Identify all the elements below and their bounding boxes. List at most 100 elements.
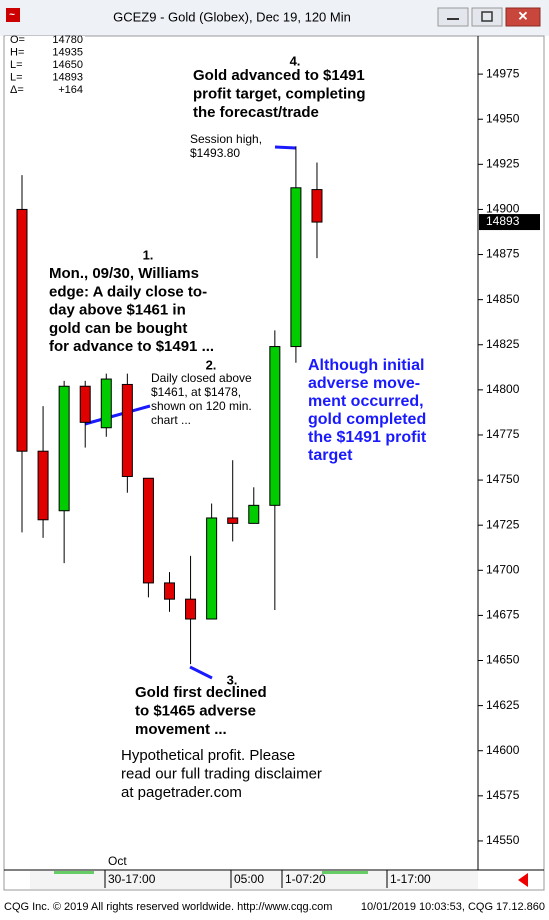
candle-body bbox=[206, 517, 218, 620]
minimize-button[interactable] bbox=[437, 7, 469, 27]
y-tick-label: 14725 bbox=[486, 517, 520, 531]
annotation-pointer bbox=[84, 404, 151, 426]
annotation-text: target bbox=[308, 447, 353, 464]
y-tick-label: 14875 bbox=[486, 247, 520, 261]
candle-body bbox=[163, 582, 175, 600]
annotation-text: day above $1461 in bbox=[49, 302, 186, 319]
ohlc-value: 14935 bbox=[52, 46, 83, 58]
candle-body bbox=[227, 517, 239, 524]
candle-body bbox=[16, 208, 28, 452]
ohlc-value: 14893 bbox=[52, 71, 83, 83]
y-tick-label: 14950 bbox=[486, 111, 520, 125]
ohlc-label: Δ= bbox=[10, 84, 24, 96]
last-price-box bbox=[479, 214, 540, 231]
y-tick-label: 14675 bbox=[486, 608, 520, 622]
scroll-marker bbox=[54, 871, 94, 874]
y-tick-label: 14900 bbox=[486, 202, 520, 216]
annotation-text: Mon., 09/30, Williams bbox=[49, 265, 199, 282]
ohlc-label: H= bbox=[10, 46, 24, 58]
y-tick-label: 14575 bbox=[486, 788, 520, 802]
close-button[interactable] bbox=[505, 7, 541, 27]
ohlc-label: L= bbox=[10, 59, 23, 71]
candle-body bbox=[37, 450, 49, 521]
annotation-text: at pagetrader.com bbox=[121, 784, 242, 801]
candle-body bbox=[58, 385, 70, 512]
annotation-text: $1493.80 bbox=[190, 146, 240, 160]
ohlc-label: O= bbox=[10, 34, 25, 46]
window-title: GCEZ9 - Gold (Globex), Dec 19, 120 Min bbox=[113, 9, 351, 24]
candle-body bbox=[100, 378, 112, 429]
candle-body bbox=[185, 598, 197, 620]
candle-body bbox=[79, 385, 91, 423]
ohlc-value: 14650 bbox=[52, 59, 83, 71]
x-tick-label: 1-07:20 bbox=[285, 872, 326, 886]
scroll-arrow[interactable] bbox=[518, 873, 528, 887]
y-tick-label: 14850 bbox=[486, 292, 520, 306]
y-tick-label: 14700 bbox=[486, 562, 520, 576]
annotation-text: Gold first declined bbox=[135, 684, 267, 701]
x-tick-label: 05:00 bbox=[234, 872, 264, 886]
maximize-glyph bbox=[481, 11, 493, 22]
annotation-text: the $1491 profit bbox=[308, 429, 427, 446]
ohlc-value: +164 bbox=[58, 84, 83, 96]
footer-left: CQG Inc. © 2019 All rights reserved worl… bbox=[4, 901, 332, 913]
maximize-button[interactable] bbox=[471, 7, 503, 27]
annotation-text: to $1465 adverse bbox=[135, 702, 256, 719]
y-tick-label: 14650 bbox=[486, 653, 520, 667]
scrollbar[interactable] bbox=[30, 871, 478, 889]
candle-body bbox=[121, 383, 133, 477]
y-tick-label: 14600 bbox=[486, 743, 520, 757]
footer-right: 10/01/2019 10:03:53, CQG 17.12.860 bbox=[361, 901, 545, 913]
annotation-pointer bbox=[274, 145, 297, 150]
annotation-text: Daily closed above bbox=[151, 371, 252, 385]
y-tick-label: 14625 bbox=[486, 698, 520, 712]
annotation-text: gold can be bought bbox=[49, 320, 187, 337]
annotation-text: read our full trading disclaimer bbox=[121, 765, 322, 782]
annotation-text: the forecast/trade bbox=[193, 104, 319, 121]
annotation-text: Although initial bbox=[308, 357, 424, 374]
annotation-text: movement ... bbox=[135, 721, 227, 738]
y-tick-label: 14975 bbox=[486, 66, 520, 80]
y-tick-label: 14750 bbox=[486, 472, 520, 486]
y-tick-label: 14550 bbox=[486, 833, 520, 847]
annotation-text: ment occurred, bbox=[308, 393, 424, 410]
ohlc-label: L= bbox=[10, 71, 23, 83]
x-tick-label: 1-17:00 bbox=[390, 872, 431, 886]
annotation-text: chart ... bbox=[151, 413, 191, 427]
x-month-label: Oct bbox=[108, 854, 127, 868]
last-price-label: 14893 bbox=[486, 214, 520, 228]
app-icon-glyph: ~ bbox=[9, 10, 15, 21]
close-glyph: ✕ bbox=[518, 8, 529, 23]
annotation-text: adverse move- bbox=[308, 375, 420, 392]
annotation-text: shown on 120 min. bbox=[151, 399, 252, 413]
app-icon bbox=[6, 8, 20, 22]
candle-body bbox=[142, 477, 154, 584]
annotation-text: profit target, completing bbox=[193, 85, 366, 102]
annotation-text: edge: A daily close to- bbox=[49, 283, 207, 300]
x-tick-label: 30-17:00 bbox=[108, 872, 156, 886]
candle-body bbox=[248, 504, 260, 524]
annotation-number: 2. bbox=[206, 357, 217, 372]
y-tick-label: 14800 bbox=[486, 382, 520, 396]
annotation-text: $1461, at $1478, bbox=[151, 385, 241, 399]
annotation-text: Session high, bbox=[190, 132, 262, 146]
annotation-number: 1. bbox=[143, 247, 154, 262]
candle-body bbox=[311, 189, 323, 223]
candle-body bbox=[269, 346, 281, 506]
annotation-number: 3. bbox=[227, 672, 238, 687]
annotation-text: Hypothetical profit. Please bbox=[121, 747, 295, 764]
candle-body bbox=[290, 187, 302, 348]
y-tick-label: 14925 bbox=[486, 156, 520, 170]
y-tick-label: 14775 bbox=[486, 427, 520, 441]
ohlc-value: 14780 bbox=[52, 34, 83, 46]
y-tick-label: 14825 bbox=[486, 337, 520, 351]
annotation-text: gold completed bbox=[308, 411, 426, 428]
annotation-text: Gold advanced to $1491 bbox=[193, 67, 365, 84]
annotation-number: 4. bbox=[290, 53, 301, 68]
annotation-text: for advance to $1491 ... bbox=[49, 338, 214, 355]
ohlc-box bbox=[5, 36, 85, 98]
scroll-marker bbox=[322, 871, 368, 874]
annotation-pointer bbox=[189, 665, 213, 680]
